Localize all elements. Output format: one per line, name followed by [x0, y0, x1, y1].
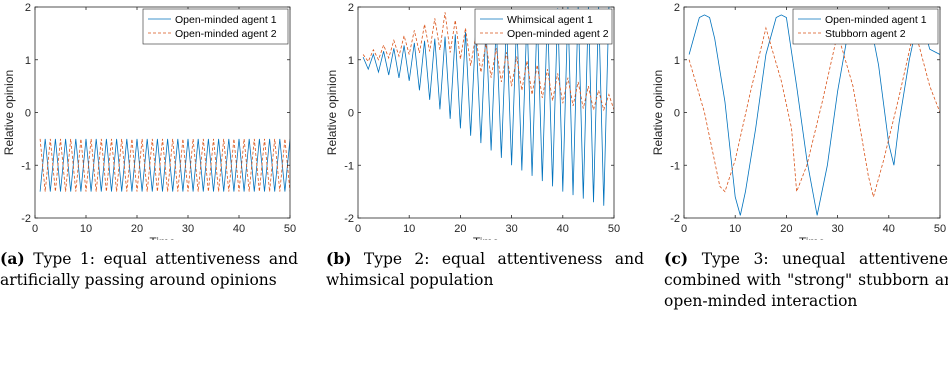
y-tick-label: 2	[674, 2, 680, 14]
x-tick-label: 10	[80, 223, 92, 235]
y-tick-label: -2	[670, 213, 680, 225]
caption-b: (b) Type 2: equal attentiveness and whim…	[326, 248, 644, 291]
x-tick-label: 30	[831, 223, 843, 235]
y-tick-label: -1	[344, 160, 354, 172]
x-tick-label: 40	[233, 223, 245, 235]
x-axis-label: Time	[799, 235, 826, 240]
caption-a-text: Type 1: equal attentiveness and artifici…	[0, 250, 298, 289]
y-tick-label: 0	[348, 108, 354, 120]
x-tick-label: 50	[284, 223, 296, 235]
x-tick-label: 10	[403, 223, 415, 235]
y-tick-label: -1	[670, 160, 680, 172]
y-tick-label: 2	[348, 2, 354, 14]
x-tick-label: 20	[454, 223, 466, 235]
y-tick-label: -2	[21, 213, 31, 225]
caption-c-label: (c)	[664, 249, 689, 268]
series-line-2	[39, 138, 290, 192]
legend-box	[792, 8, 939, 45]
y-axis-label: Relative opinion	[651, 70, 665, 155]
y-axis-label: Relative opinion	[325, 70, 339, 155]
caption-c-text: Type 3: unequal attentiveness combined w…	[664, 250, 948, 310]
legend-label-1: Open-minded agent 1	[175, 14, 277, 26]
series-line-2	[362, 12, 614, 112]
y-tick-label: -2	[344, 213, 354, 225]
legend-label-2: Open-minded agent 2	[175, 28, 277, 40]
legend-label-1: Open-minded agent 1	[825, 14, 927, 26]
caption-a: (a) Type 1: equal attentiveness and arti…	[0, 248, 298, 291]
x-tick-label: 50	[608, 223, 620, 235]
legend-box	[474, 8, 613, 45]
x-axis-label: Time	[473, 235, 500, 240]
chart-panel-2: 0 10 20 30 40 50 -2 -1 0 1 2 Time Relative opinion Wh…	[325, 2, 620, 240]
y-tick-label: 1	[25, 55, 31, 67]
x-tick-label: 10	[729, 223, 741, 235]
x-tick-label: 20	[131, 223, 143, 235]
legend-label-2: Stubborn agent 2	[825, 28, 906, 40]
x-tick-label: 0	[355, 223, 361, 235]
caption-a-label: (a)	[0, 249, 25, 268]
y-axis-label: Relative opinion	[2, 70, 16, 155]
caption-b-label: (b)	[326, 249, 352, 268]
series-line-1	[688, 11, 940, 216]
legend: Open-minded agent 1 Stubborn agent 2	[792, 8, 939, 45]
series-line-1	[39, 138, 290, 192]
x-axis-label: Time	[149, 235, 176, 240]
series-line-1	[362, 7, 614, 206]
x-tick-label: 40	[883, 223, 895, 235]
legend-label-2: Open-minded agent 2	[507, 28, 609, 40]
x-tick-label: 0	[32, 223, 38, 235]
y-tick-label: 1	[674, 55, 680, 67]
y-tick-label: 0	[674, 108, 680, 120]
x-tick-label: 40	[557, 223, 569, 235]
x-tick-label: 0	[681, 223, 687, 235]
series-line-2	[688, 26, 940, 199]
x-tick-label: 30	[182, 223, 194, 235]
x-tick-label: 50	[934, 223, 946, 235]
y-tick-label: 1	[348, 55, 354, 67]
legend-label-1: Whimsical agent 1	[507, 14, 593, 26]
legend: Whimsical agent 1 Open-minded agent 2	[474, 8, 613, 45]
chart-panel-3: 0 10 20 30 40 50 -2 -1 0 1 2 Time Relative opinion Op…	[651, 2, 946, 240]
caption-b-text: Type 2: equal attentiveness and whimsica…	[326, 250, 644, 289]
y-tick-label: 2	[25, 2, 31, 14]
x-tick-label: 20	[780, 223, 792, 235]
y-tick-label: 0	[25, 108, 31, 120]
caption-c: (c) Type 3: unequal attentiveness combin…	[664, 248, 948, 312]
legend-box	[142, 8, 289, 45]
x-tick-label: 30	[505, 223, 517, 235]
chart-panel-1: 0 10 20 30 40 50 -2 -1 0 1 2 Time Relative opinion Op…	[2, 2, 296, 240]
y-tick-label: -1	[21, 160, 31, 172]
legend: Open-minded agent 1 Open-minded agent 2	[142, 8, 289, 45]
